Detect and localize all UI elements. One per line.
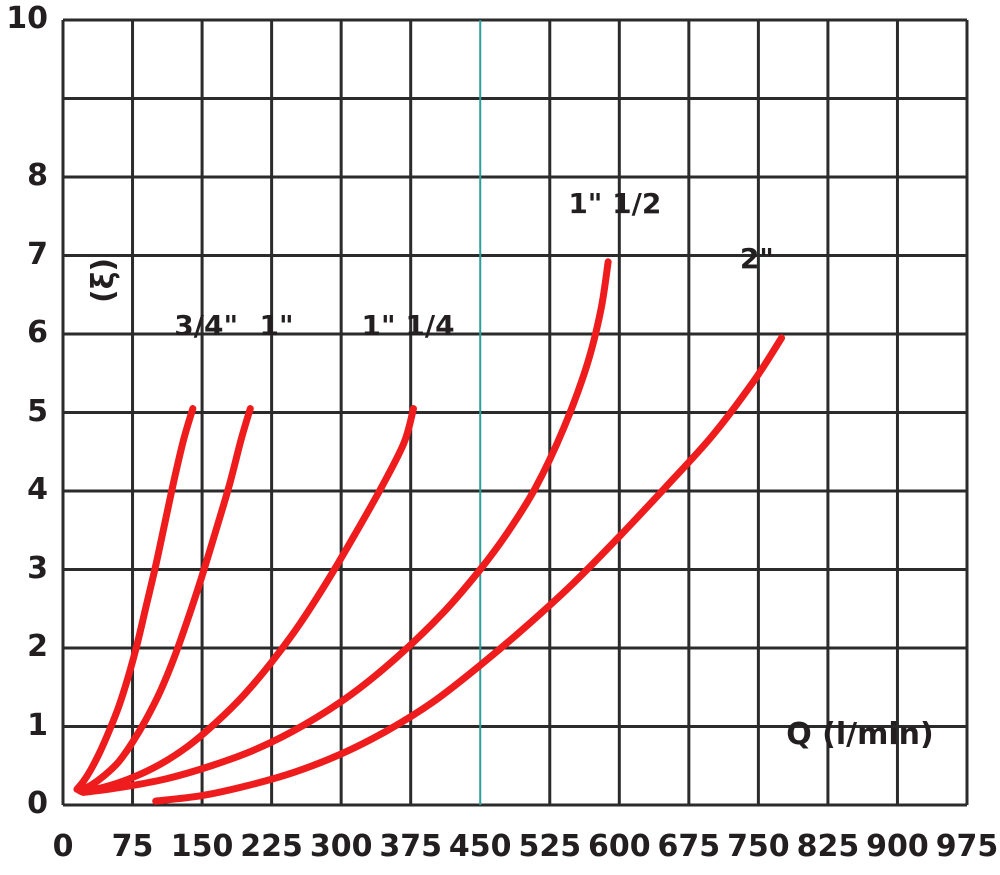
series-label-1: 3/4"	[174, 309, 239, 343]
y-axis-tick-label: 0	[27, 786, 48, 821]
x-axis-tick-label: 375	[379, 829, 442, 864]
x-axis-tick-label: 825	[796, 829, 860, 864]
y-axis-tick-label: 5	[27, 393, 48, 429]
series-label-4: 1" 1/2	[568, 187, 662, 221]
series-curve-1	[73, 405, 197, 793]
series-label-3: 1" 1/4	[361, 309, 455, 343]
x-axis-tick-label: 750	[727, 829, 790, 864]
series-curve-2	[76, 405, 254, 795]
x-axis-tick-label: 675	[657, 829, 721, 864]
y-axis-tick-label: 4	[27, 472, 48, 507]
x-axis-tick-label: 450	[448, 829, 512, 864]
y-axis-tick-label: 1	[27, 707, 48, 743]
x-axis-tick-label: 75	[111, 829, 154, 864]
x-axis-tick-label: 975	[935, 829, 999, 864]
y-axis-tick-label: 2	[27, 629, 48, 664]
y-axis-tick-label: 10	[6, 1, 48, 36]
x-axis-tick-label: 0	[52, 829, 74, 864]
y-axis-tick-label: 7	[27, 236, 48, 272]
x-axis-tick-label: 900	[866, 829, 929, 864]
x-axis-tick-label: 600	[587, 829, 651, 864]
x-axis-tick-label: 300	[309, 829, 373, 864]
x-axis-title: Q (l/min)	[786, 717, 934, 753]
y-axis-title: (ξ)	[85, 257, 121, 303]
series-label-5: 2"	[739, 242, 774, 276]
series-curve-4	[79, 258, 612, 796]
x-axis-tick-label: 225	[240, 829, 303, 864]
x-axis-tick-label: 150	[170, 829, 234, 864]
y-axis-tick-label: 3	[27, 550, 48, 586]
x-axis-tick-label: 525	[518, 829, 582, 864]
y-axis-tick-label: 8	[27, 158, 48, 193]
series-curve-5	[152, 334, 786, 805]
series-curve-3	[78, 405, 417, 796]
series-label-2: 1"	[259, 309, 294, 343]
y-axis-tick-label: 6	[27, 315, 48, 350]
